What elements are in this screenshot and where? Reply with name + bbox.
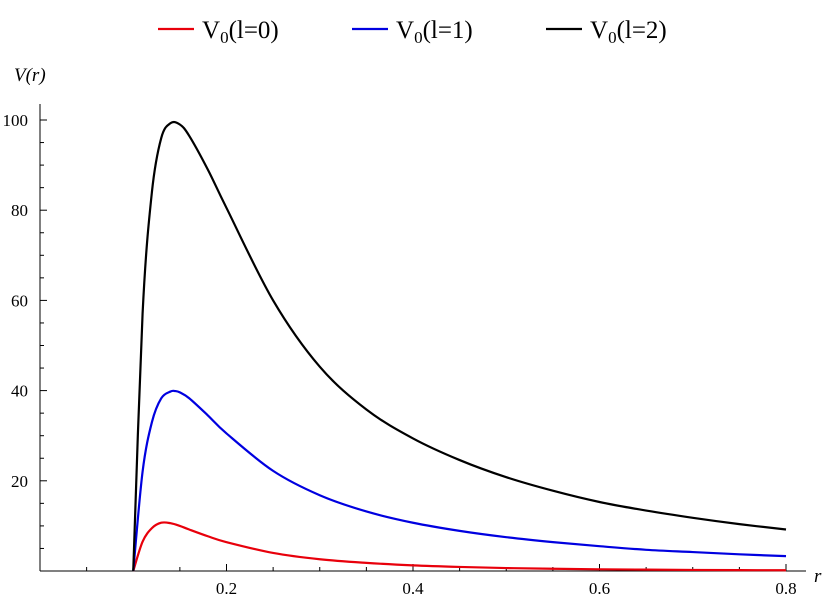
legend-label: V0(l=2) — [590, 17, 667, 47]
legend-item-l2: V0(l=2) — [546, 17, 667, 47]
ticks: 0.2 0.4 0.6 0.8 20 40 60 80 100 — [3, 111, 797, 598]
legend-label: V0(l=0) — [202, 17, 279, 47]
y-axis-title: V(r) — [14, 65, 46, 86]
y-tick-label: 60 — [11, 291, 28, 310]
axes — [39, 104, 806, 572]
series-lines — [132, 120, 787, 572]
y-tick-label: 100 — [3, 111, 29, 130]
x-axis-title: r — [814, 566, 822, 587]
series-line-l1 — [132, 389, 787, 572]
y-tick-label: 40 — [11, 382, 28, 401]
series-line-l0 — [132, 521, 787, 572]
y-tick-label: 20 — [11, 472, 28, 491]
legend: V0(l=0) V0(l=1) V0(l=2) — [158, 17, 667, 47]
x-tick-label: 0.2 — [216, 579, 237, 598]
x-tick-label: 0.4 — [402, 579, 424, 598]
legend-label: V0(l=1) — [396, 17, 473, 47]
y-tick-label: 80 — [11, 201, 28, 220]
x-tick-label: 0.8 — [775, 579, 796, 598]
legend-item-l0: V0(l=0) — [158, 17, 279, 47]
legend-item-l1: V0(l=1) — [352, 17, 473, 47]
series-line-l2 — [132, 120, 787, 572]
x-tick-label: 0.6 — [589, 579, 610, 598]
